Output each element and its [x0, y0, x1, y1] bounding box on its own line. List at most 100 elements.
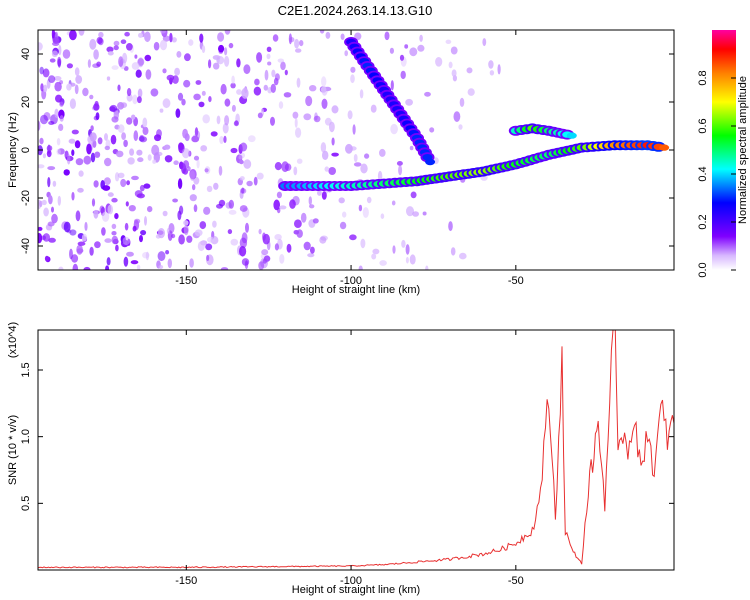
noise-blob — [207, 236, 215, 243]
noise-blob — [401, 239, 406, 248]
noise-blob — [117, 84, 121, 92]
diagonal-branch-core — [422, 154, 433, 161]
noise-blob — [274, 243, 279, 251]
noise-blob — [230, 82, 236, 89]
noise-blob — [47, 221, 55, 227]
noise-blob — [359, 89, 364, 99]
noise-blob — [152, 159, 157, 164]
noise-blob — [459, 97, 465, 107]
noise-blob — [222, 123, 229, 134]
noise-blob — [224, 115, 230, 126]
noise-blob — [74, 140, 81, 149]
snr-x-tick-label: -100 — [340, 575, 362, 587]
noise-blob — [246, 180, 253, 187]
noise-blob — [159, 108, 164, 113]
noise-blob — [412, 211, 419, 217]
noise-blob — [344, 50, 349, 57]
snr-y-axis-label: SNR (10 * v/v) — [7, 415, 19, 485]
noise-blob — [120, 102, 128, 108]
noise-blob — [136, 264, 141, 270]
noise-blob — [128, 205, 136, 212]
noise-blob — [354, 32, 362, 41]
spectrogram-y-tick-label: 0 — [20, 147, 32, 153]
snr-x-tick-label: -150 — [175, 575, 197, 587]
noise-blob — [296, 158, 303, 164]
noise-blob — [171, 233, 176, 239]
noise-blob — [193, 155, 200, 161]
noise-blob — [257, 112, 263, 119]
noise-blob — [331, 152, 339, 157]
noise-blob — [63, 169, 70, 176]
noise-blob — [340, 33, 345, 40]
noise-blob — [267, 61, 272, 66]
noise-blob — [153, 41, 160, 51]
noise-blob — [188, 39, 194, 46]
noise-blob — [169, 32, 173, 43]
noise-blob — [409, 145, 414, 151]
noise-blob — [59, 115, 64, 122]
noise-blob — [294, 38, 300, 49]
noise-blob — [371, 253, 377, 260]
noise-blob — [83, 266, 91, 270]
noise-blob — [295, 127, 302, 138]
noise-blob — [435, 57, 443, 67]
spectrogram-x-ticks: -150 -100 -50 — [175, 30, 524, 287]
noise-blob — [104, 145, 111, 151]
noise-blob — [321, 191, 327, 200]
snr-y-ticks: 0.5 1.0 1.5 — [20, 362, 674, 511]
noise-blob — [125, 201, 129, 207]
noise-blob — [317, 190, 322, 196]
noise-blob — [256, 172, 264, 180]
noise-blob — [143, 183, 151, 189]
noise-blob — [366, 196, 372, 204]
noise-blob — [352, 124, 356, 135]
noise-blob — [329, 121, 335, 133]
noise-blob — [97, 137, 103, 145]
noise-blob — [213, 182, 219, 190]
noise-blob — [379, 260, 387, 266]
noise-blob — [377, 170, 383, 182]
noise-blob — [390, 80, 394, 91]
snr-x-axis-label: Height of straight line (km) — [292, 584, 420, 596]
noise-blob — [177, 210, 182, 221]
noise-blob — [258, 228, 262, 235]
noise-blob — [139, 235, 143, 243]
noise-blob — [142, 126, 149, 136]
noise-blob — [270, 83, 276, 93]
noise-blob — [42, 68, 50, 78]
noise-blob — [258, 261, 265, 270]
noise-blob — [111, 197, 118, 203]
noise-blob — [40, 114, 48, 125]
noise-blob — [147, 206, 153, 213]
noise-blob — [54, 108, 59, 119]
noise-blob — [186, 235, 193, 243]
noise-blob — [78, 30, 85, 36]
noise-blob — [158, 265, 164, 269]
noise-blob — [300, 212, 307, 223]
noise-blob — [264, 69, 269, 81]
noise-blob — [239, 142, 248, 152]
noise-blob — [94, 151, 101, 158]
noise-blob — [120, 178, 127, 188]
noise-blob — [241, 258, 250, 266]
noise-blob — [154, 134, 162, 142]
noise-blob — [419, 34, 423, 42]
noise-blob — [248, 135, 256, 143]
colorbar-tick-label: 0.4 — [697, 166, 709, 181]
noise-blob — [113, 40, 120, 47]
noise-blob — [321, 98, 328, 110]
noise-blob — [151, 144, 160, 156]
noise-blob — [167, 258, 172, 269]
noise-blob — [57, 195, 61, 206]
noise-blob — [123, 256, 129, 267]
colorbar-tick-label: 0.8 — [697, 70, 709, 85]
noise-blob — [77, 241, 86, 246]
noise-blob — [450, 247, 456, 256]
noise-blob — [121, 132, 126, 141]
noise-blob — [322, 152, 328, 160]
noise-blob — [72, 263, 79, 270]
noise-blob — [109, 104, 118, 113]
snr-y-tick-label: 0.5 — [20, 496, 32, 511]
noise-blob — [262, 233, 270, 245]
spectrogram-x-tick-label: -50 — [508, 275, 524, 287]
